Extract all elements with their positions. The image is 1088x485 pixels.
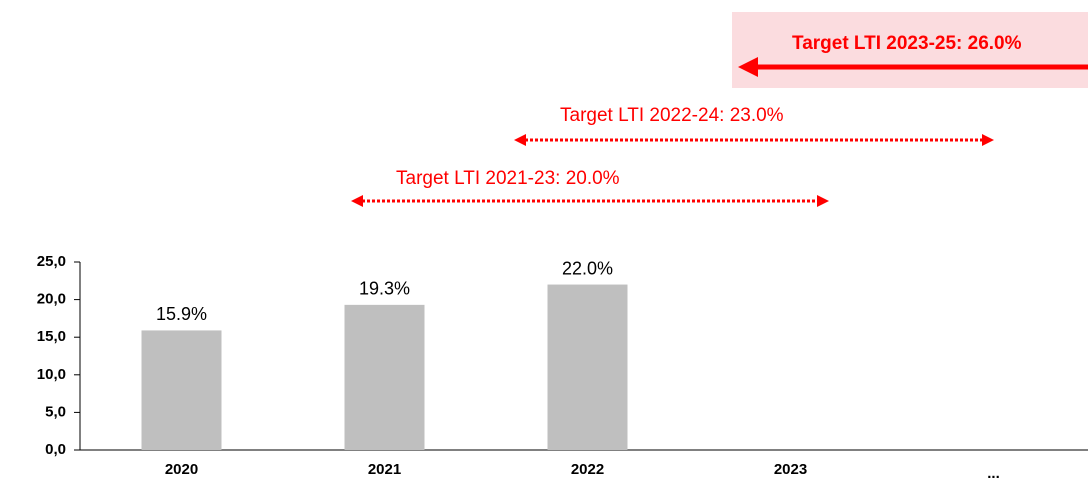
highlight-box	[732, 12, 1088, 88]
y-tick-label: 15,0	[37, 328, 66, 345]
annotation: Target LTI 2022-24: 23.0%	[560, 105, 784, 126]
y-tick-label: 5,0	[45, 403, 66, 420]
value-label: 15.9%	[156, 304, 207, 324]
annotation: Target LTI 2021-23: 20.0%	[396, 168, 620, 189]
x-tick-label: 2020	[165, 461, 198, 478]
value-label: 19.3%	[359, 279, 410, 299]
value-label: 22.0%	[562, 258, 613, 278]
y-tick-label: 25,0	[37, 253, 66, 270]
bar	[344, 304, 425, 450]
x-tick-label: 2023	[774, 461, 807, 478]
x-tick-label: 2022	[571, 461, 604, 478]
bar	[547, 284, 628, 450]
y-tick-label: 20,0	[37, 291, 66, 308]
y-tick-label: 0,0	[45, 441, 66, 458]
bar	[141, 330, 222, 450]
x-tick-label: 2021	[368, 461, 401, 478]
annotation: Target LTI 2023-25: 26.0%	[792, 33, 1022, 54]
y-tick-label: 10,0	[37, 366, 66, 383]
x-tick-label: ...	[987, 465, 1000, 480]
